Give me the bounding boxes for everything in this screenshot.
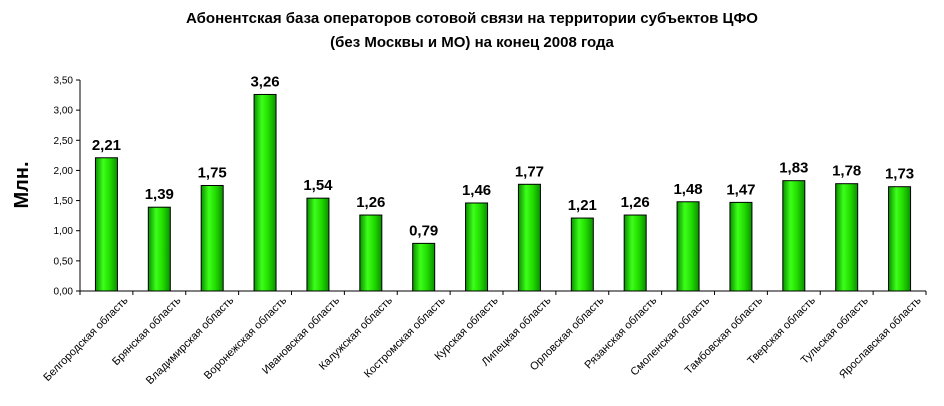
- value-label: 1,47: [726, 181, 755, 198]
- bar: [306, 197, 330, 292]
- value-label: 1,54: [303, 177, 333, 194]
- bar: [147, 206, 171, 292]
- bar: [623, 214, 647, 292]
- value-label: 1,46: [462, 182, 491, 199]
- bars: [94, 93, 912, 292]
- value-labels: 2,21 1,39 1,75 3,26 1,54 1,26 0,79 1,46 1,77 1,21…: [92, 73, 914, 239]
- bar: [412, 242, 436, 292]
- chart-title-line-2: (без Москвы и МО) на конец 2008 года: [330, 34, 614, 51]
- y-tick-label: 3,00: [54, 106, 74, 117]
- value-label: 1,26: [356, 194, 385, 211]
- value-label: 1,77: [515, 163, 544, 180]
- bar: [253, 93, 277, 292]
- bar: [94, 157, 118, 292]
- bar: [676, 201, 700, 292]
- bar: [465, 202, 489, 292]
- y-tick-label: 1,50: [54, 196, 74, 207]
- category-label: Владимирская область: [144, 294, 237, 387]
- chart-title-line-1: Абонентская база операторов сотовой связ…: [186, 10, 758, 27]
- y-tick-label: 2,50: [54, 136, 74, 147]
- value-label: 1,48: [673, 181, 702, 198]
- value-label: 3,26: [250, 73, 279, 90]
- value-label: 1,83: [779, 160, 808, 177]
- bar: [782, 180, 806, 292]
- value-label: 1,39: [145, 186, 174, 203]
- y-tick-label: 2,00: [54, 166, 74, 177]
- y-tick-label: 1,00: [54, 226, 74, 237]
- y-axis-label: Млн.: [11, 161, 33, 208]
- category-label: Белгородская область: [41, 294, 130, 383]
- bar: [200, 185, 224, 292]
- y-tick-label: 3,50: [54, 76, 74, 87]
- bar: [517, 183, 541, 292]
- bar: [570, 217, 594, 292]
- value-label: 1,21: [568, 197, 597, 214]
- value-label: 0,79: [409, 222, 438, 239]
- bar: [729, 201, 753, 292]
- bar: [835, 183, 859, 292]
- value-label: 1,26: [621, 194, 650, 211]
- value-label: 1,73: [885, 166, 914, 183]
- y-tick-label: 0,50: [54, 256, 74, 267]
- value-label: 1,78: [832, 163, 861, 180]
- value-label: 2,21: [92, 137, 121, 154]
- value-label: 1,75: [198, 165, 227, 182]
- y-tick-label: 0,00: [54, 287, 74, 298]
- bar: [359, 214, 383, 292]
- bar: [888, 186, 912, 292]
